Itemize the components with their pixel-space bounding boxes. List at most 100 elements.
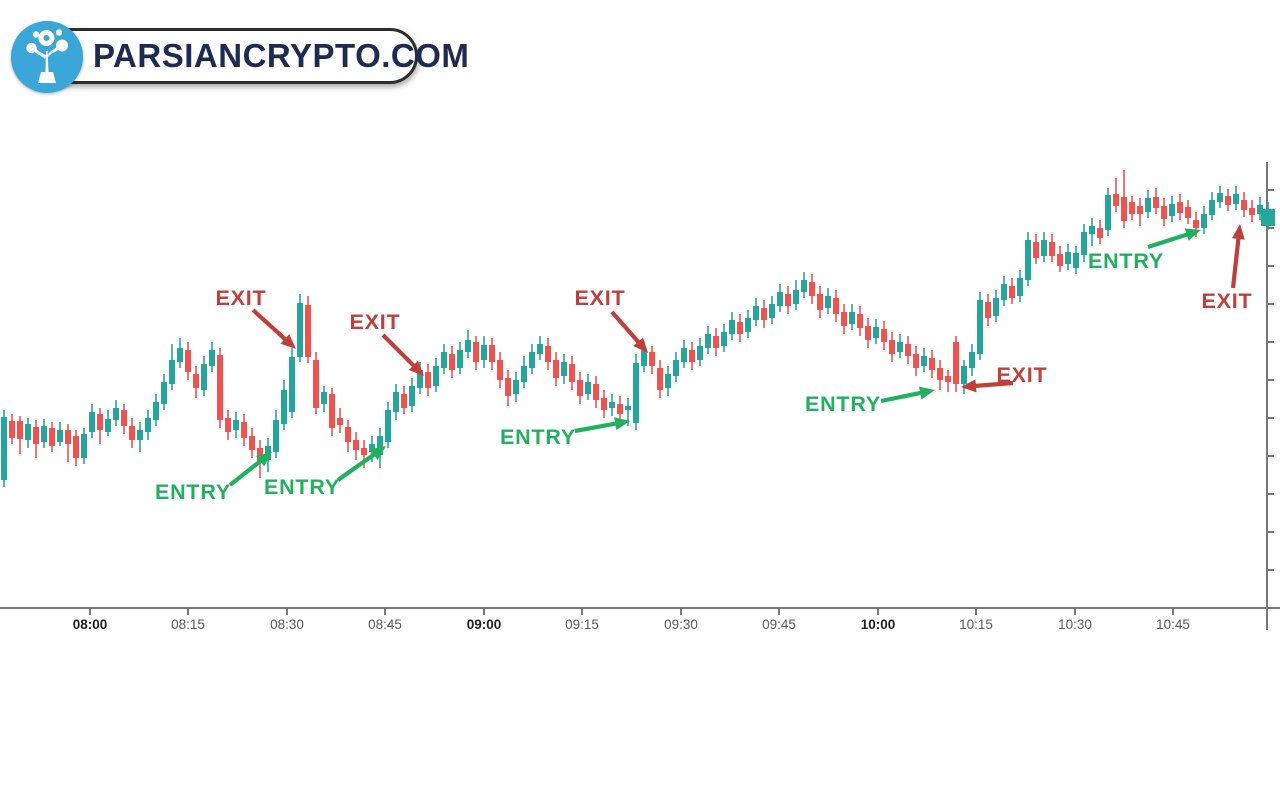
candle-down <box>1049 234 1055 262</box>
candle-up <box>529 344 535 374</box>
candle-up <box>409 378 415 412</box>
candle-up <box>169 344 175 390</box>
candle-down <box>569 356 575 390</box>
entry-arrow <box>336 451 377 482</box>
exit-label: EXIT <box>1202 289 1253 313</box>
candle-up <box>1089 218 1095 246</box>
candle-up <box>153 394 159 426</box>
candle-up <box>729 312 735 340</box>
entry-annotation: ENTRY <box>805 386 935 416</box>
candle-up <box>697 338 703 366</box>
candle-down <box>129 418 135 448</box>
site-logo: PARSIANCRYPTO.COM <box>11 21 469 93</box>
exit-arrow <box>251 308 288 342</box>
candle-up <box>209 342 215 372</box>
candle-down <box>1033 234 1039 264</box>
candle-up <box>673 352 679 382</box>
x-axis-label: 09:15 <box>565 617 599 632</box>
candle-up <box>1001 276 1007 306</box>
candle-down <box>193 366 199 398</box>
candle-down <box>345 420 351 452</box>
entry-arrow <box>228 458 264 487</box>
candle-up <box>89 404 95 438</box>
exit-label: EXIT <box>997 363 1048 387</box>
candle-down <box>817 286 823 318</box>
x-axis-label: 09:45 <box>762 617 796 632</box>
candle-down <box>865 318 871 348</box>
entry-label: ENTRY <box>155 480 231 504</box>
candle-down <box>489 338 495 370</box>
candle-up <box>137 422 143 452</box>
candle-up <box>745 310 751 338</box>
candle-up <box>1209 192 1215 220</box>
entry-annotation: ENTRY <box>155 452 272 504</box>
candle-down <box>913 346 919 376</box>
candle-down <box>761 300 767 328</box>
entry-annotation: ENTRY <box>1088 228 1201 273</box>
x-axis-label: 08:30 <box>270 617 304 632</box>
candle-down <box>833 290 839 322</box>
money-tree-icon <box>11 21 83 93</box>
x-axis-label: 08:00 <box>73 617 108 632</box>
entry-arrowhead <box>919 386 935 400</box>
candle-down <box>121 404 127 434</box>
candle-down <box>1121 170 1127 228</box>
candle-down <box>249 428 255 458</box>
candle-down <box>1097 220 1103 244</box>
exit-arrow <box>381 333 417 369</box>
candle-down <box>1241 192 1247 217</box>
candle-down <box>929 350 935 378</box>
entry-arrowhead <box>1184 228 1201 241</box>
candle-down <box>889 332 895 362</box>
entry-arrowhead <box>256 452 272 467</box>
candle-up <box>177 338 183 368</box>
candle-down <box>785 286 791 314</box>
candle-up <box>705 326 711 354</box>
entry-annotation: ENTRY <box>500 417 630 449</box>
exit-annotation: EXIT <box>350 310 424 376</box>
candle-up <box>897 334 903 358</box>
exit-arrowhead <box>633 337 648 353</box>
candle-up <box>993 290 999 322</box>
candle-up <box>633 354 639 430</box>
candle-up <box>665 366 671 396</box>
candle-up <box>297 294 303 362</box>
candle-up <box>681 340 687 368</box>
candle-up <box>1145 190 1151 218</box>
candle-up <box>433 358 439 392</box>
candle-down <box>241 414 247 446</box>
candle-up <box>521 356 527 388</box>
candle-up <box>969 344 975 376</box>
candle-up <box>481 336 487 368</box>
exit-arrow <box>973 380 1014 389</box>
candle-down <box>945 370 951 392</box>
candle-up <box>441 344 447 374</box>
exit-annotation: EXIT <box>961 363 1048 393</box>
candle-down <box>713 328 719 356</box>
candle-down <box>1009 278 1015 304</box>
candle-down <box>737 314 743 342</box>
candle-down <box>313 352 319 414</box>
exit-arrow <box>1230 236 1241 289</box>
exit-label: EXIT <box>350 310 401 334</box>
x-axis-label: 08:15 <box>171 617 205 632</box>
candle-up <box>1025 232 1031 286</box>
candle-up <box>385 402 391 448</box>
candle-down <box>185 342 191 380</box>
entry-annotation: ENTRY <box>264 446 386 499</box>
exit-arrowhead <box>408 360 424 376</box>
candle-up <box>849 304 855 330</box>
exit-label: EXIT <box>575 286 626 310</box>
candle-down <box>657 360 663 398</box>
candle-down <box>1129 196 1135 220</box>
x-axis-label: 10:15 <box>959 617 993 632</box>
candle-down <box>1113 178 1119 212</box>
candle-down <box>601 390 607 418</box>
exit-arrowhead <box>1231 224 1245 240</box>
x-axis-label: 10:30 <box>1058 617 1092 632</box>
candle-up <box>1017 270 1023 302</box>
exit-arrowhead <box>961 379 977 393</box>
candle-up <box>753 298 759 326</box>
candle-up <box>1073 246 1079 274</box>
candle-up <box>321 386 327 412</box>
